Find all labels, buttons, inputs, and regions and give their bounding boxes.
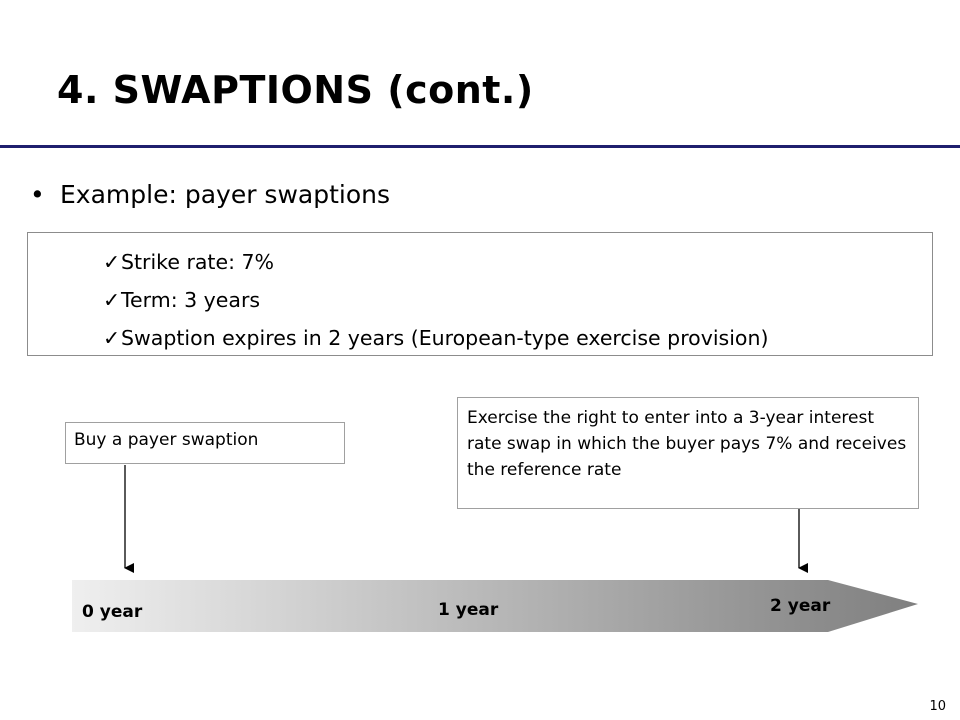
buy-swaption-callout: Buy a payer swaption: [65, 422, 345, 464]
example-bullet: • Example: payer swaptions: [30, 180, 390, 209]
term-expiry: Swaption expires in 2 years (European-ty…: [121, 326, 769, 350]
term-strike-rate: Strike rate: 7%: [121, 250, 275, 274]
checkmark-icon: ✓: [103, 250, 121, 274]
swaption-terms-box: ✓Strike rate: 7% ✓Term: 3 years ✓Swaptio…: [27, 232, 933, 356]
timeline-arrow: [72, 580, 918, 632]
list-item: ✓Strike rate: 7%: [103, 243, 768, 281]
slide-title: 4. SWAPTIONS (cont.): [57, 68, 534, 112]
tick-label-0-year: 0 year: [82, 602, 143, 622]
terms-list: ✓Strike rate: 7% ✓Term: 3 years ✓Swaptio…: [103, 243, 768, 357]
list-item: ✓Swaption expires in 2 years (European-t…: [103, 319, 768, 357]
exercise-callout: Exercise the right to enter into a 3-yea…: [457, 397, 919, 509]
tick-label-2-year: 2 year: [770, 596, 831, 616]
checkmark-icon: ✓: [103, 326, 121, 350]
bullet-icon: •: [30, 180, 45, 209]
bullet-text: Example: payer swaptions: [60, 180, 390, 209]
list-item: ✓Term: 3 years: [103, 281, 768, 319]
checkmark-icon: ✓: [103, 288, 121, 312]
term-length: Term: 3 years: [121, 288, 261, 312]
title-divider: [0, 145, 960, 148]
tick-label-1-year: 1 year: [438, 600, 499, 620]
page-number: 10: [929, 699, 946, 714]
